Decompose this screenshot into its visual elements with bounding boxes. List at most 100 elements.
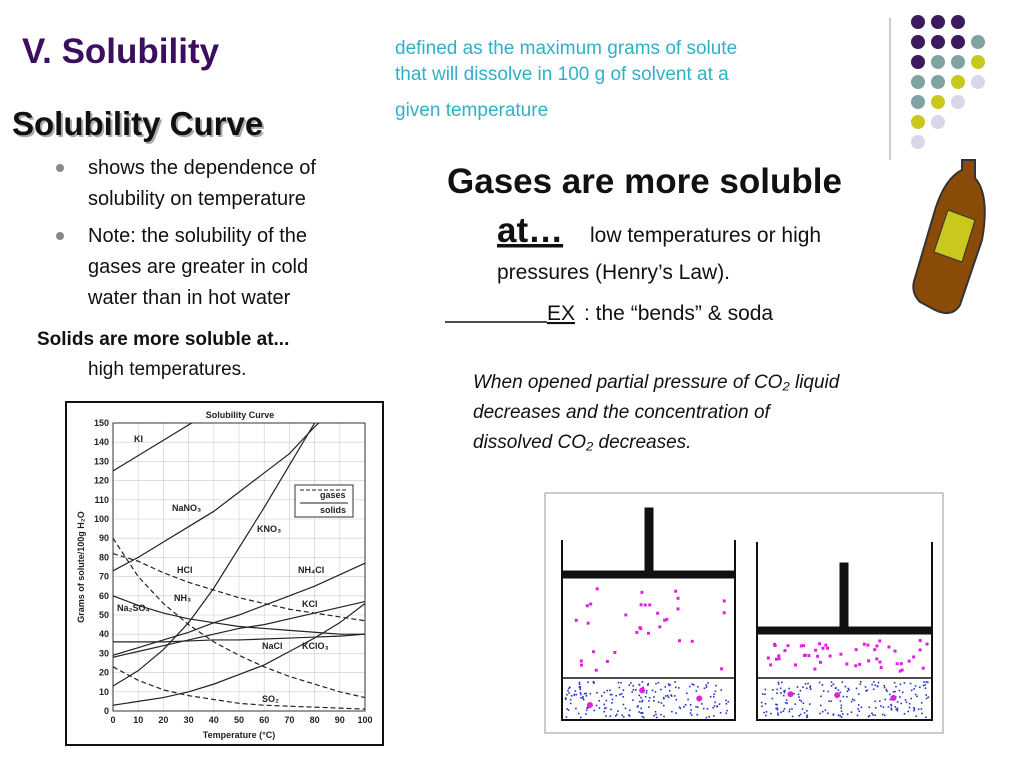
- solvent-dot: [868, 706, 871, 709]
- y-tick-label: 130: [94, 456, 109, 466]
- solvent-dot: [587, 681, 589, 684]
- solvent-dot: [725, 712, 728, 715]
- solvent-dot: [690, 709, 692, 711]
- solvent-dot: [707, 682, 709, 684]
- solvent-dot: [628, 684, 631, 686]
- solvent-dot: [719, 711, 722, 714]
- solvent-dot: [890, 703, 892, 706]
- solvent-dot: [585, 692, 587, 695]
- deco-dot: [951, 15, 965, 29]
- curve-label: KClO₃: [302, 641, 329, 651]
- solvent-dot: [641, 715, 644, 718]
- solvent-dot: [913, 708, 916, 710]
- note: decreases and the concentration of: [473, 402, 772, 423]
- bottle: [912, 159, 986, 315]
- curve: [113, 537, 365, 699]
- solvent-dot: [641, 712, 644, 714]
- curve: [113, 423, 316, 687]
- x-tick-label: 10: [133, 715, 143, 725]
- solvent-dot: [606, 689, 609, 692]
- solvent-dot: [779, 687, 782, 690]
- solvent-dot: [611, 693, 613, 696]
- solvent-dot: [772, 688, 774, 691]
- solvent-dot: [675, 698, 678, 701]
- deco-dot: [951, 55, 965, 69]
- y-tick-label: 110: [94, 495, 109, 505]
- solvent-dot: [565, 698, 567, 701]
- solvent-dot: [638, 694, 641, 697]
- curve-label: SO₂: [262, 694, 279, 704]
- y-tick-label: 30: [99, 648, 109, 658]
- solvent-dot: [900, 702, 903, 705]
- solvent-dot: [788, 708, 791, 711]
- solvent-dot: [846, 690, 849, 693]
- solvent-dot: [642, 686, 644, 689]
- solvent-dot: [663, 715, 665, 718]
- solvent-dot: [874, 684, 876, 687]
- solvent-dot: [670, 694, 672, 696]
- gas-molecule: [875, 657, 879, 661]
- bullet-text: water than in hot water: [87, 287, 291, 309]
- solvent-dot: [622, 689, 625, 691]
- solvent-dot: [819, 704, 822, 707]
- solvent-dot: [806, 687, 808, 690]
- solvent-dot: [579, 716, 582, 719]
- solvent-dot: [705, 684, 708, 686]
- solvent-dot: [775, 703, 777, 706]
- solvent-dot: [662, 696, 665, 699]
- solvent-dot: [857, 704, 860, 706]
- solvent-dot: [641, 699, 644, 702]
- solvent-dot: [871, 683, 873, 686]
- solvent-dot: [640, 696, 642, 699]
- solvent-dot: [703, 687, 706, 690]
- solids-answer: high temperatures.: [88, 359, 246, 380]
- solvent-dot: [622, 703, 625, 706]
- gas-molecule: [878, 639, 882, 643]
- gas-molecule: [635, 630, 639, 634]
- solvent-dot: [674, 681, 676, 683]
- gases-heading: at…: [497, 211, 563, 250]
- solvent-dot: [629, 709, 631, 712]
- solvent-dot: [611, 702, 613, 704]
- gas-molecule: [878, 660, 882, 664]
- solvent-dot: [609, 689, 611, 692]
- solvent-dot: [593, 709, 595, 712]
- solvent-dot: [924, 687, 927, 689]
- solvent-dot: [840, 707, 842, 709]
- solvent-dot: [896, 701, 899, 703]
- dissolved-co2: [696, 695, 703, 702]
- solvent-dot: [587, 706, 589, 709]
- dissolved-co2: [787, 691, 794, 698]
- solvent-dot: [761, 693, 764, 695]
- definition: given temperature: [395, 100, 548, 121]
- solvent-dot: [566, 708, 569, 710]
- solvent-dot: [585, 709, 588, 712]
- solvent-dot: [648, 696, 651, 699]
- solvent-dot: [686, 692, 688, 695]
- solvent-dot: [840, 704, 843, 707]
- y-axis-label: Grams of solute/100g H₂O: [76, 511, 86, 623]
- solvent-dot: [638, 684, 641, 686]
- curve-label: KNO₃: [257, 524, 281, 534]
- solvent-dot: [782, 710, 785, 712]
- solids: Solids are more soluble at...: [37, 329, 289, 350]
- solvent-dot: [821, 710, 824, 713]
- solvent-dot: [690, 714, 693, 716]
- ex: EX: [547, 302, 575, 325]
- solvent-dot: [632, 684, 634, 687]
- solvent-dot: [859, 683, 862, 686]
- solvent-dot: [663, 697, 665, 700]
- solvent-dot: [783, 690, 785, 692]
- curve: [113, 600, 365, 658]
- gas-molecule: [624, 613, 628, 617]
- solvent-dot: [783, 708, 786, 710]
- deco-dot: [951, 35, 965, 49]
- gas-molecule: [862, 642, 866, 646]
- x-tick-label: 20: [158, 715, 168, 725]
- solvent-dot: [569, 702, 572, 705]
- x-tick-label: 100: [357, 715, 372, 725]
- solvent-dot: [764, 702, 767, 705]
- solvent-dot: [784, 689, 786, 692]
- gas-molecule: [802, 644, 806, 648]
